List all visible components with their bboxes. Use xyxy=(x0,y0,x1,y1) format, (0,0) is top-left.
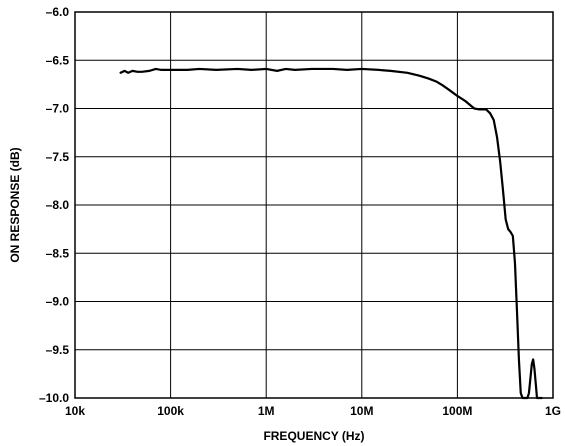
y-tick-label: –8.5 xyxy=(46,246,70,260)
x-tick-label: 100M xyxy=(442,404,472,418)
y-tick-label: –7.5 xyxy=(46,150,70,164)
x-tick-labels: 10k 100k 1M 10M 100M 1G xyxy=(65,404,561,418)
x-tick-label: 10M xyxy=(350,404,373,418)
y-tick-label: –9.5 xyxy=(46,343,70,357)
series-group xyxy=(119,67,543,400)
y-tick-label: –6.5 xyxy=(46,53,70,67)
x-tick-label: 1G xyxy=(545,404,561,418)
x-tick-label: 100k xyxy=(157,404,184,418)
y-tick-label: –6.0 xyxy=(46,5,70,19)
y-tick-label: –10.0 xyxy=(39,391,69,405)
y-tick-label: –7.0 xyxy=(46,102,70,116)
plot-frame xyxy=(74,11,554,399)
x-tick-label: 10k xyxy=(65,404,85,418)
y-tick-label: –8.0 xyxy=(46,198,70,212)
series-line xyxy=(119,67,543,400)
y-tick-labels: –6.0 –6.5 –7.0 –7.5 –8.0 –8.5 –9.0 –9.5 –10.0 xyxy=(39,5,69,405)
y-axis-title: ON RESPONSE (dB) xyxy=(8,147,22,262)
x-axis-title: FREQUENCY (Hz) xyxy=(263,429,364,443)
y-tick-label: –9.0 xyxy=(46,295,70,309)
x-tick-label: 1M xyxy=(258,404,275,418)
gridlines xyxy=(75,12,553,398)
